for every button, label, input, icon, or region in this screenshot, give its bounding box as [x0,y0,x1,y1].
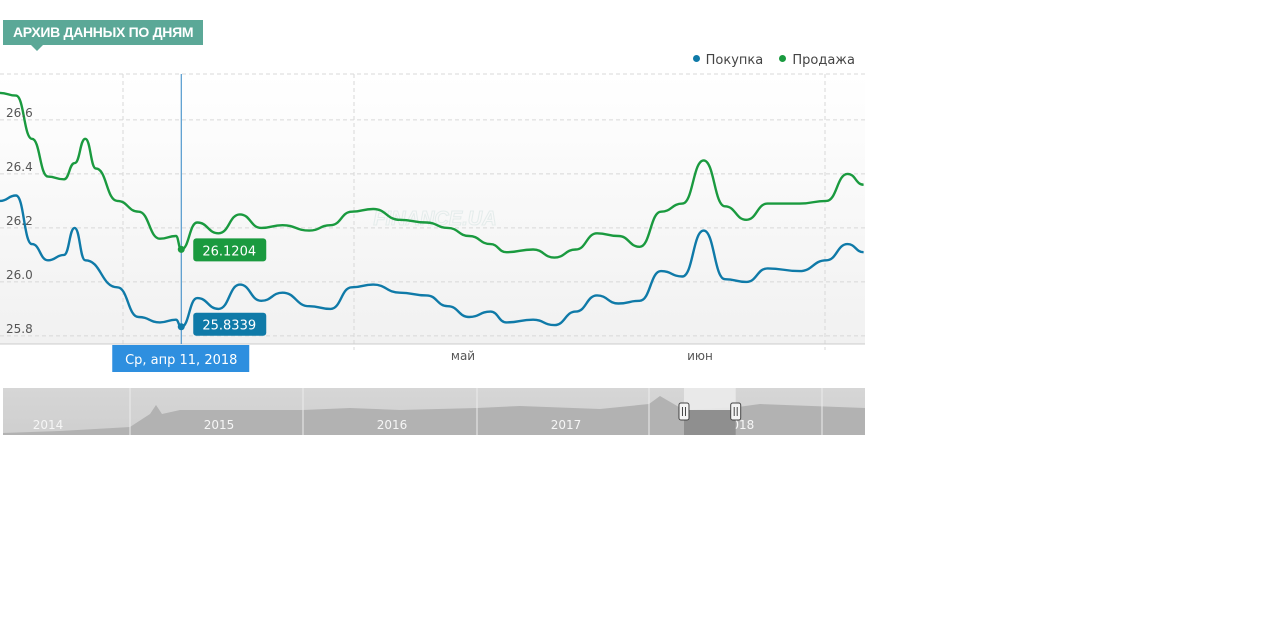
y-tick-label: 25.8 [6,322,33,336]
legend-sell-marker [779,55,787,62]
legend-buy-marker [692,55,700,62]
buy-series-line[interactable] [0,194,864,329]
x-axis: май июн [451,349,713,363]
x-tick-label: май [451,349,475,363]
navigator-selection[interactable] [683,388,736,410]
navigator-handle-body [678,402,690,421]
x-tick-label: июн [687,349,713,363]
legend-item-sell[interactable]: Продажа [779,53,855,68]
buy-value-label-text: 25.8339 [202,319,256,334]
navigator-handle-right[interactable] [730,402,742,421]
chart-legend: Покупка Продажа [681,53,855,68]
legend-sell-label: Продажа [792,53,855,68]
navigator-year-label: 2017 [551,418,582,432]
navigator-handle-body [730,402,742,421]
sell-series-line[interactable] [0,91,864,259]
sell-value-label-text: 26.1204 [202,244,256,259]
grid [0,73,865,350]
buy-value-label: 25.8339 [193,312,267,336]
navigator-selection-series [683,410,736,435]
navigator[interactable]: 2014 2015 2016 2017 2018 [3,388,865,435]
legend-item-buy[interactable]: Покупка [692,53,764,68]
navigator-handle-left[interactable] [678,402,690,421]
legend-buy-label: Покупка [705,53,764,68]
exchange-rate-chart[interactable]: FINANCE.UA 25.8 26.0 26.2 26.4 26.6 май июн 2… [0,0,1270,440]
navigator-year-label: 2016 [377,418,408,432]
plot-area [0,74,865,344]
watermark: FINANCE.UA [373,208,496,230]
page-title: АРХИВ ДАННЫХ ПО ДНЯМ [3,20,204,51]
y-axis: 25.8 26.0 26.2 26.4 26.6 [6,106,33,336]
y-tick-label: 26.2 [6,214,33,228]
date-label: Ср, апр 11, 2018 [112,345,250,372]
y-tick-label: 26.6 [6,106,33,120]
sell-hover-marker [177,245,185,253]
navigator-year-label: 2014 [33,418,64,432]
sell-value-label: 26.1204 [193,238,267,262]
y-tick-label: 26.0 [6,268,33,282]
y-tick-label: 26.4 [6,160,33,174]
buy-hover-marker [177,323,185,331]
sell-value-label-bg [193,238,267,262]
date-label-bg [112,345,250,372]
date-label-text: Ср, апр 11, 2018 [125,353,237,368]
navigator-year-label: 2015 [204,418,235,432]
buy-value-label-bg [193,312,267,336]
